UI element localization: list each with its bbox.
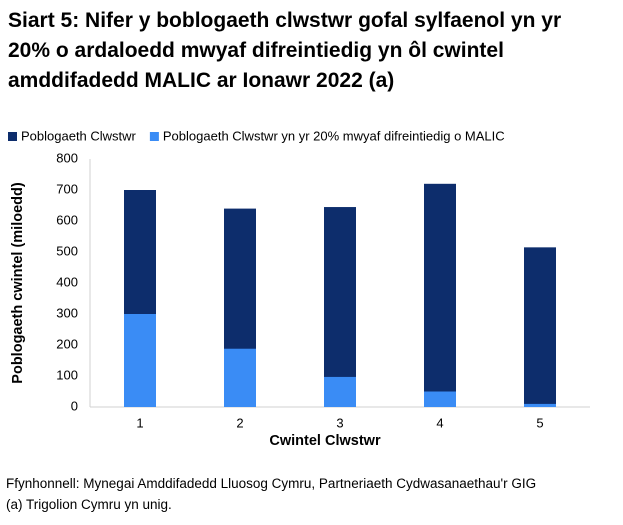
footnote: Ffynhonnell: Mynegai Amddifadedd Lluosog… [6, 476, 537, 491]
bar [424, 183, 456, 407]
y-tick-label: 0 [71, 398, 78, 413]
x-axis-label: Cwintel Clwstwr [269, 433, 381, 449]
x-tick-label: 3 [336, 415, 343, 430]
bar [424, 391, 456, 407]
chart: Poblogaeth Clwstwr Poblogaeth Clwstwr yn … [8, 128, 590, 449]
bar [124, 314, 156, 407]
legend-label: Poblogaeth Clwstwr [21, 128, 137, 143]
bar [324, 376, 356, 407]
x-tick-label: 1 [136, 415, 143, 430]
bar [524, 403, 556, 407]
y-tick-label: 800 [56, 150, 78, 165]
chart-title: Siart 5: Nifer y boblogaeth clwstwr gofa… [8, 9, 562, 92]
y-tick-label: 100 [56, 367, 78, 382]
y-tick-label: 700 [56, 181, 78, 196]
footnote: (a) Trigolion Cymru yn unig. [6, 497, 172, 512]
legend-swatch [8, 132, 17, 141]
x-tick-label: 5 [536, 415, 543, 430]
bar [324, 207, 356, 407]
y-tick-label: 500 [56, 243, 78, 258]
x-tick-label: 2 [236, 415, 243, 430]
bar [224, 348, 256, 407]
bar [524, 247, 556, 407]
y-tick-label: 200 [56, 336, 78, 351]
y-tick-label: 300 [56, 305, 78, 320]
y-axis-label: Poblogaeth cwintel (miloedd) [10, 182, 26, 384]
x-tick-label: 4 [436, 415, 443, 430]
legend-label: Poblogaeth Clwstwr yn yr 20% mwyaf difre… [163, 128, 505, 143]
y-tick-label: 400 [56, 274, 78, 289]
legend-swatch [149, 132, 159, 141]
y-tick-label: 600 [56, 212, 78, 227]
